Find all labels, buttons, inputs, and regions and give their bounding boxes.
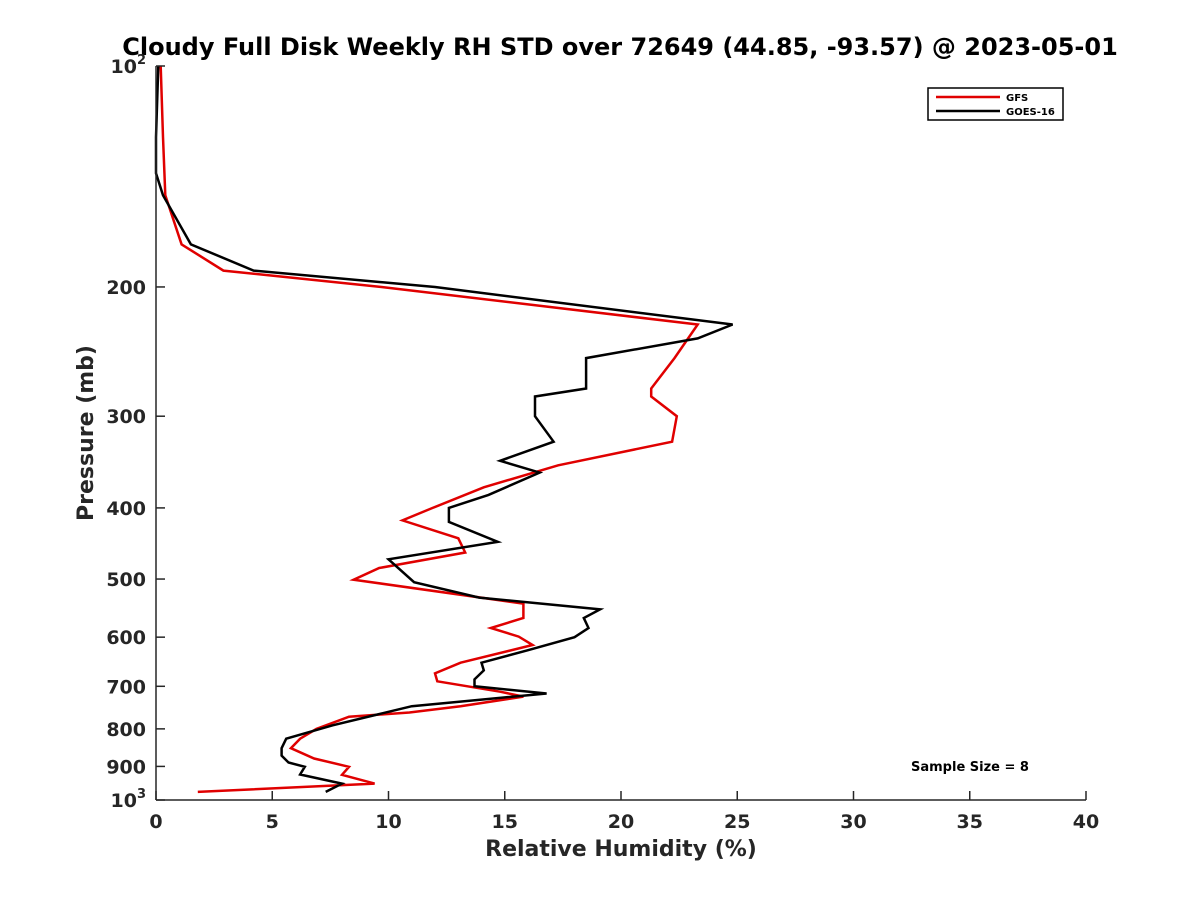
legend-label-gfs: GFS [1006,93,1028,104]
x-axis-label: Relative Humidity (%) [485,837,757,862]
y-tick-label: 200 [106,277,146,299]
y-tick-label: 400 [106,498,146,520]
chart-title: Cloudy Full Disk Weekly RH STD over 7264… [122,33,1118,61]
y-tick-label: 102 [111,53,147,78]
legend: GFS GOES-16 [927,87,1064,121]
x-tick-label: 35 [957,811,983,833]
x-tick-label: 0 [149,811,162,833]
y-tick-label: 800 [106,719,146,741]
y-tick-label: 900 [106,756,146,778]
x-tick-label: 25 [724,811,750,833]
x-tick-label: 20 [608,811,634,833]
x-tick-label: 15 [492,811,518,833]
y-tick-label: 700 [106,676,146,698]
y-tick-label: 103 [111,787,147,812]
x-tick-label: 30 [840,811,866,833]
y-tick-label: 500 [106,569,146,591]
x-ticks: 0 5 10 15 20 25 30 35 40 [149,791,1099,833]
y-tick-label: 600 [106,627,146,649]
x-tick-label: 5 [266,811,279,833]
y-axis-label: Pressure (mb) [74,345,99,521]
y-ticks: 102 200 300 400 500 600 700 800 900 103 [106,53,165,812]
series-line-goes16 [154,65,734,794]
y-tick-label: 300 [106,406,146,428]
x-tick-label: 40 [1073,811,1099,833]
series-line-gfs [159,65,700,794]
legend-box [927,87,1064,121]
x-tick-label: 10 [375,811,401,833]
legend-label-goes16: GOES-16 [1006,107,1055,118]
sample-size-annotation: Sample Size = 8 [911,760,1029,775]
series-layer [154,65,734,794]
